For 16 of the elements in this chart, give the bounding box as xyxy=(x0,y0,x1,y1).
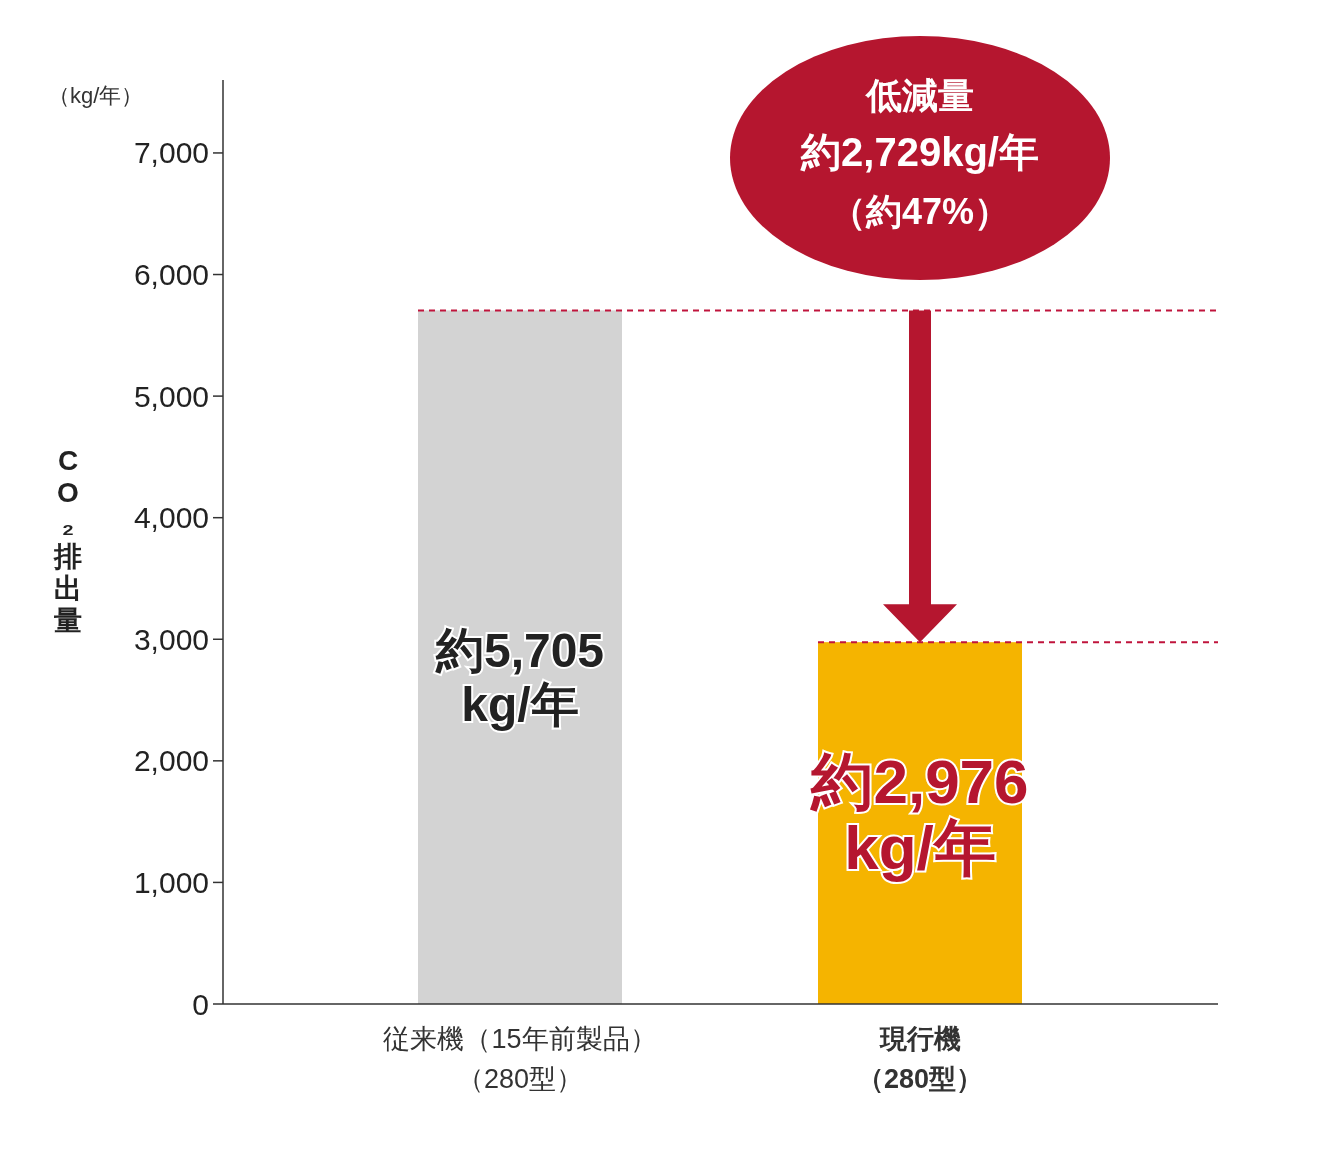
y-tick-label: 4,000 xyxy=(133,501,209,535)
y-tick-label: 1,000 xyxy=(133,865,209,899)
y-tick-label: 6,000 xyxy=(133,258,209,292)
annotation: 約2,729kg/年 xyxy=(800,130,1039,174)
y-tick-label: 3,000 xyxy=(133,622,209,656)
y-tick-label: 5,000 xyxy=(133,379,209,413)
y-axis-title: CO₂排出量 xyxy=(53,445,82,636)
y-tick-label: 7,000 xyxy=(133,136,209,170)
data-label: 約5,705kg/年 xyxy=(434,624,605,732)
annotation: （約47%） xyxy=(829,191,1011,232)
y-tick-label: 0 xyxy=(192,987,209,1021)
x-tick-label: 現行機（280型） xyxy=(856,1024,984,1094)
x-tick-label: 従来機（15年前製品）（280型） xyxy=(383,1024,657,1094)
text: （kg/年） xyxy=(48,83,144,108)
annotation: 低減量 xyxy=(864,75,974,116)
y-tick-label: 2,000 xyxy=(133,744,209,778)
